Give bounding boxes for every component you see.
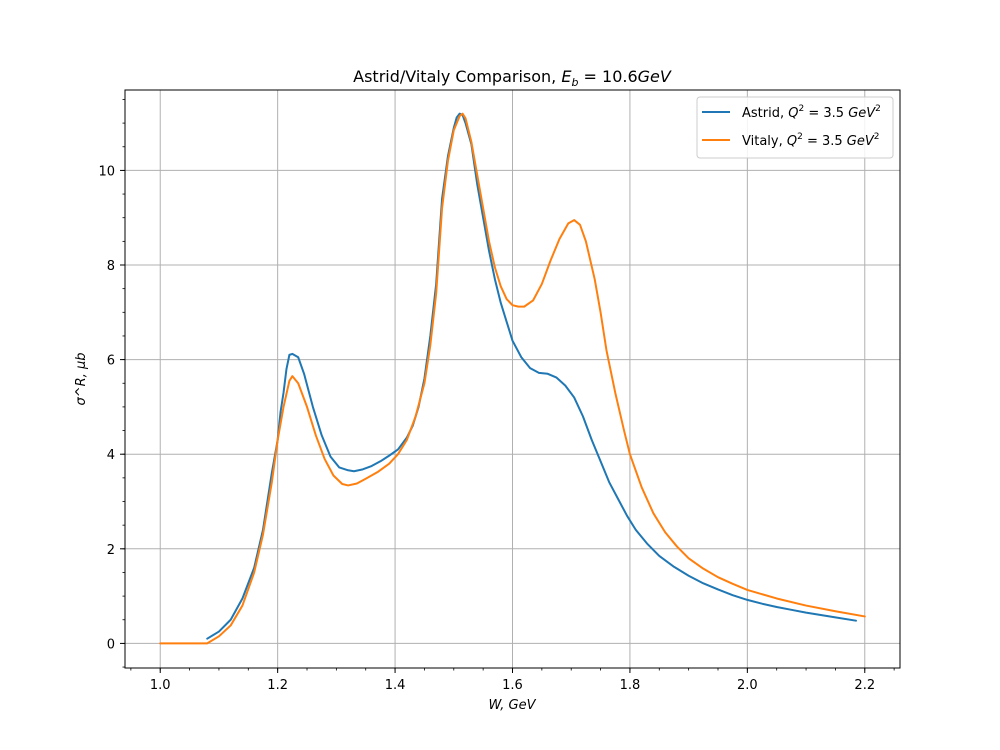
x-axis-label: W, GeV	[488, 698, 536, 713]
y-tick-label: 8	[107, 259, 115, 274]
legend-box	[696, 96, 894, 159]
tick-labels: 1.0 1.2 1.4 1.6 1.8 2.0 2.2 0 2 4 6 8 10	[98, 164, 875, 693]
x-tick-label: 2.2	[854, 678, 875, 693]
x-tick-label: 1.4	[385, 678, 406, 693]
ticks	[120, 99, 895, 673]
x-tick-label: 1.0	[150, 678, 171, 693]
series-group	[159, 112, 866, 645]
legend: Astrid, Q2 = 3.5 GeV2 Vitaly, Q2 = 3.5 G…	[696, 96, 894, 159]
y-tick-label: 10	[98, 164, 115, 179]
y-tick-label: 4	[107, 448, 115, 463]
series-line-vitaly	[159, 112, 866, 645]
legend-label-vitaly: Vitaly, Q2 = 3.5 GeV2	[742, 132, 880, 149]
x-tick-label: 2.0	[737, 678, 758, 693]
y-axis-label: σ^R, μb	[74, 353, 89, 406]
x-tick-label: 1.8	[620, 678, 641, 693]
y-tick-label: 6	[107, 354, 115, 369]
y-tick-label: 0	[107, 637, 115, 652]
x-tick-label: 1.6	[502, 678, 523, 693]
chart-title: Astrid/Vitaly Comparison, Eb = 10.6GeV	[353, 67, 672, 89]
x-tick-label: 1.2	[267, 678, 288, 693]
series-line-astrid	[206, 112, 857, 640]
grid	[125, 90, 900, 668]
y-tick-label: 2	[107, 543, 115, 558]
legend-label-astrid: Astrid, Q2 = 3.5 GeV2	[742, 104, 881, 121]
